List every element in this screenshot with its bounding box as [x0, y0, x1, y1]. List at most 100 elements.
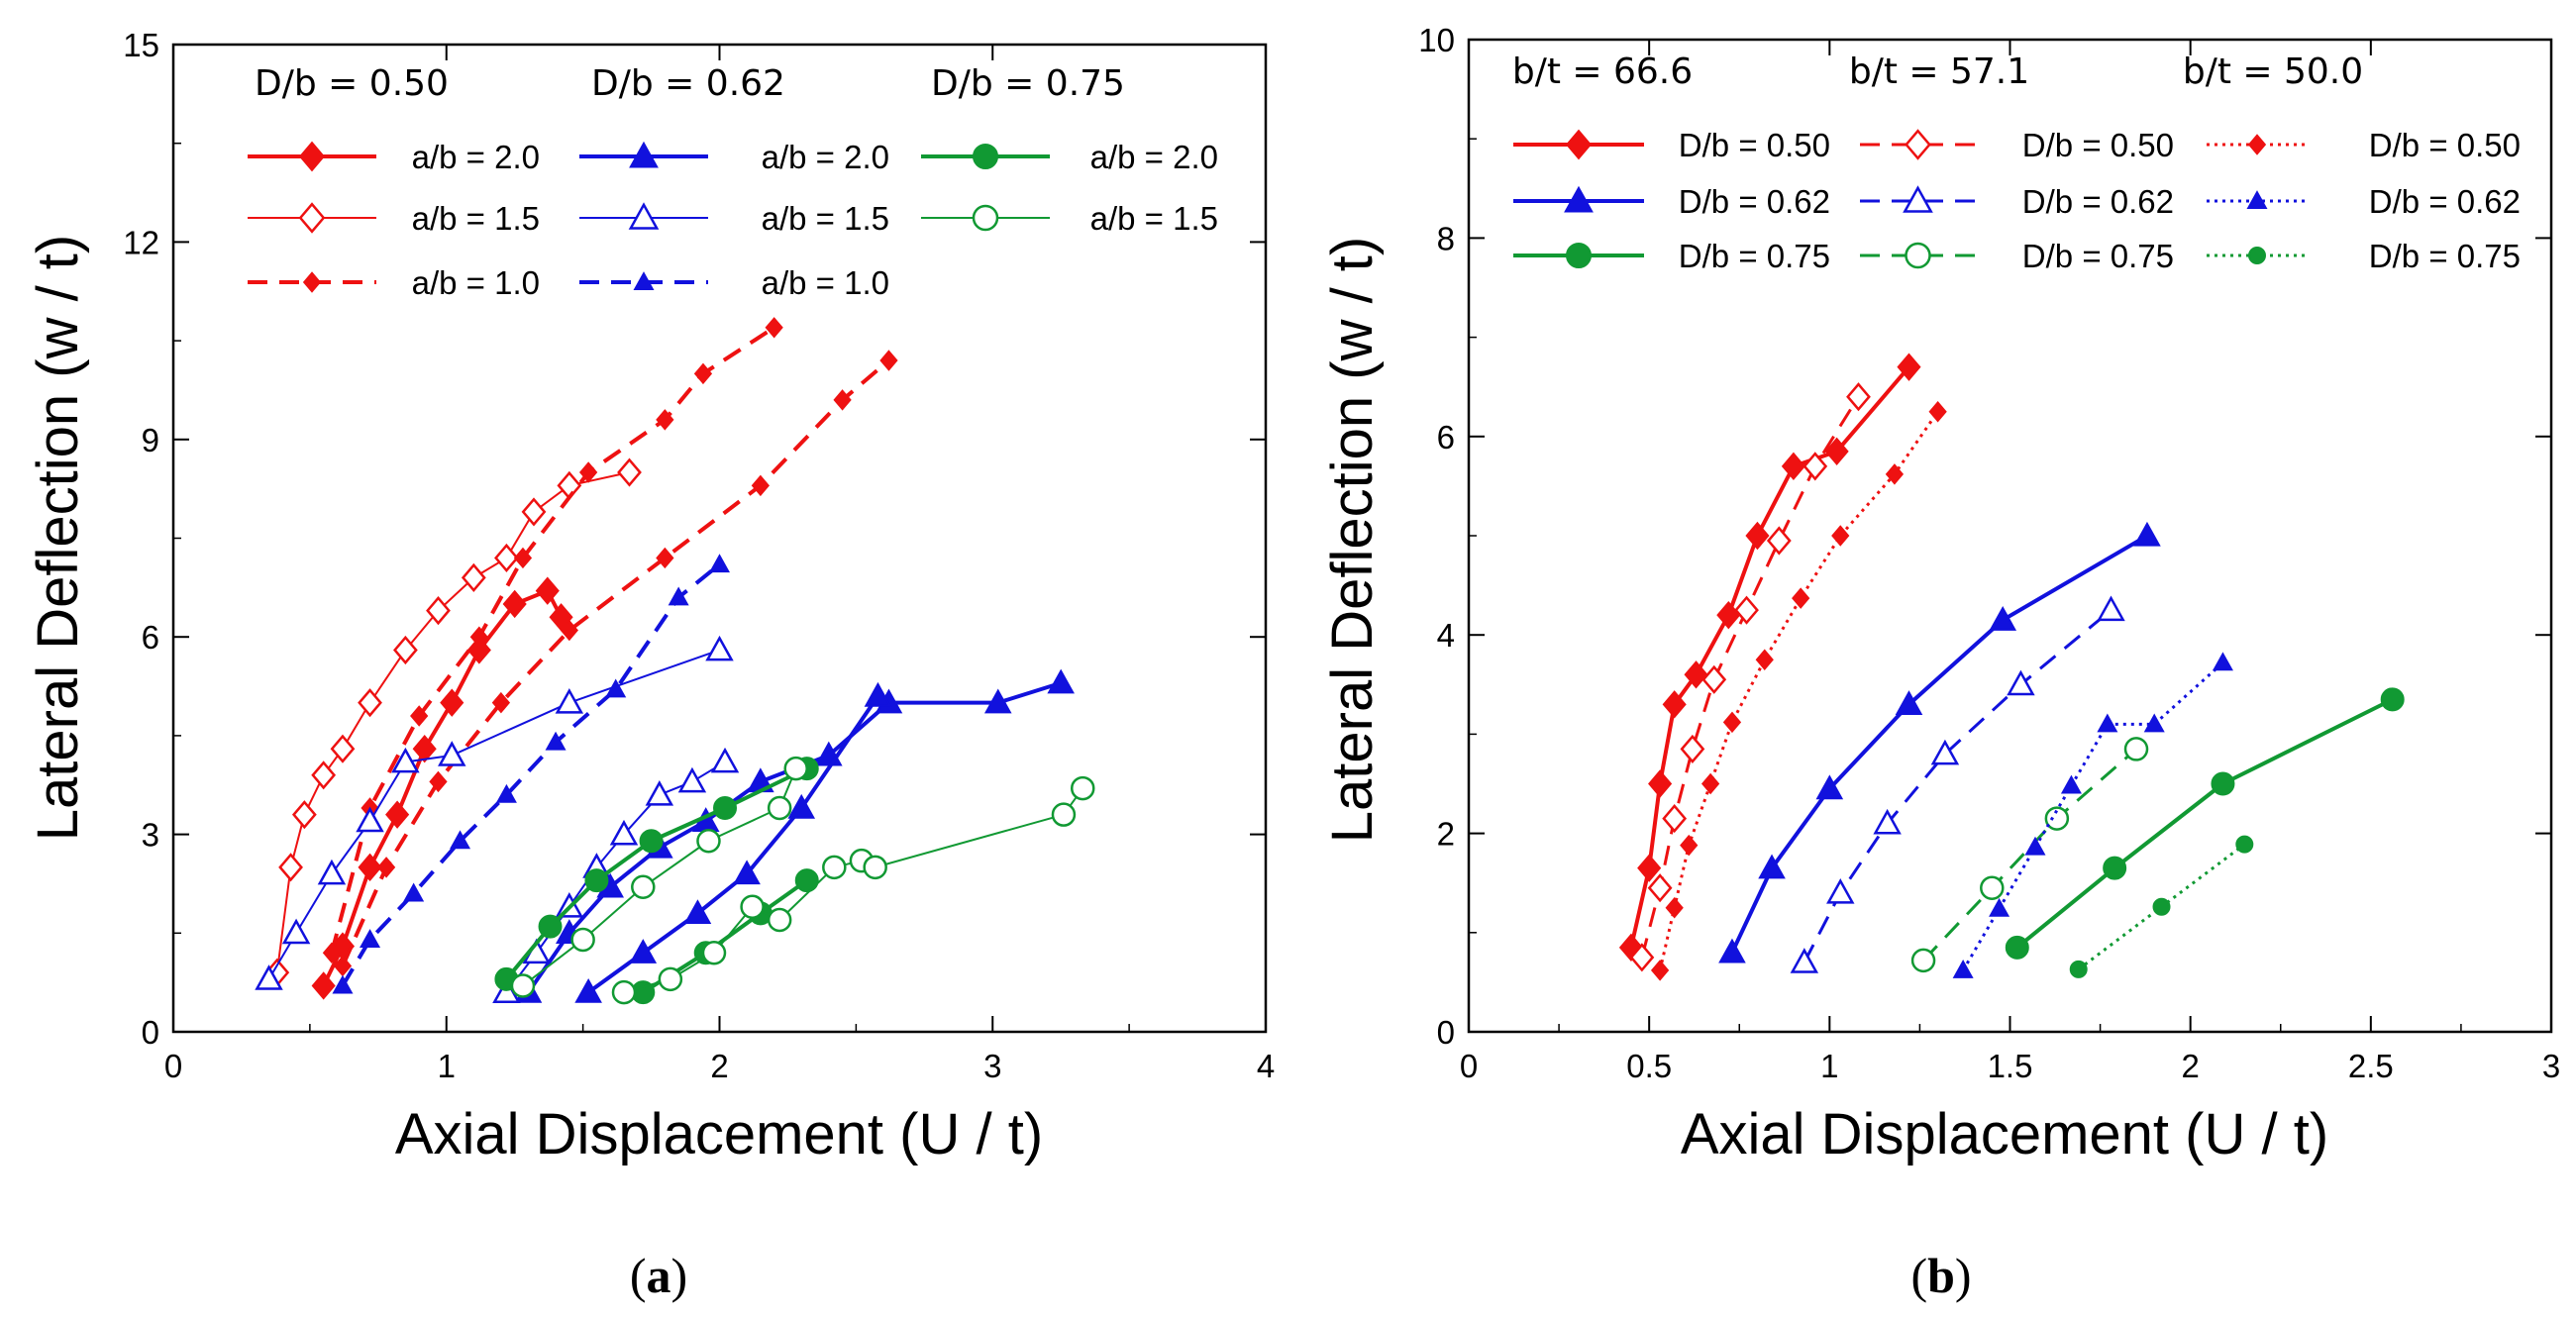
- y-tick-label: 9: [142, 422, 159, 458]
- data-point: [579, 461, 598, 483]
- legend-label: D/b = 0.62: [2369, 183, 2521, 220]
- chart-b-ticks: 0 0.5 1 1.5 2 2.5 3 0 2 4 6 8 10: [1418, 22, 2560, 1084]
- legend-header: D/b = 0.75: [931, 63, 1125, 104]
- data-point: [696, 828, 721, 854]
- data-point: [2060, 774, 2082, 794]
- data-point: [1647, 873, 1673, 903]
- legend-label: a/b = 1.0: [412, 264, 540, 301]
- x-tick-label: 1: [1820, 1048, 1838, 1084]
- series-line: [2015, 697, 2394, 950]
- legend-marker: [629, 141, 659, 168]
- data-point: [376, 857, 396, 878]
- series-line: [1921, 748, 2138, 962]
- series-line: [1730, 534, 2148, 954]
- data-point: [605, 678, 627, 698]
- x-tick-label: 0.5: [1626, 1048, 1672, 1084]
- data-point: [783, 756, 808, 781]
- x-tick-label: 0: [164, 1048, 182, 1084]
- data-point: [609, 819, 639, 846]
- legend-marker: [1565, 129, 1593, 160]
- data-point: [461, 562, 486, 592]
- legend-label: a/b = 1.0: [762, 264, 889, 301]
- data-point: [332, 974, 354, 994]
- y-tick-label: 10: [1418, 22, 1455, 58]
- data-point: [701, 940, 727, 965]
- data-point: [410, 705, 429, 727]
- data-point: [450, 830, 471, 850]
- legend-label: D/b = 0.75: [2369, 238, 2521, 274]
- legend-marker: [2246, 190, 2268, 210]
- legend-marker: [1905, 242, 1931, 269]
- data-point: [1047, 668, 1075, 694]
- data-point: [1885, 463, 1905, 485]
- legend-marker: [2248, 247, 2266, 264]
- data-point: [429, 770, 448, 793]
- y-tick-label: 2: [1437, 816, 1455, 853]
- data-point: [1734, 595, 1759, 625]
- data-point: [668, 586, 689, 606]
- data-point: [767, 907, 792, 933]
- data-point: [2212, 652, 2233, 671]
- data-point: [555, 687, 584, 714]
- x-tick-label: 3: [2542, 1048, 2560, 1084]
- chart-a-series: [255, 317, 1095, 1005]
- legend-marker: [298, 141, 326, 172]
- series-D-b-0-75-a-b-1-5-series-2-: [611, 775, 1095, 1005]
- data-point: [658, 966, 683, 992]
- legend-label: D/b = 0.75: [2022, 238, 2174, 274]
- legend-label: D/b = 0.62: [1679, 183, 1830, 220]
- legend-label: a/b = 1.5: [1090, 200, 1218, 237]
- chart-a-y-axis-title: Lateral Deflection (w / t): [26, 235, 90, 841]
- data-point: [1662, 803, 1688, 834]
- data-point: [1824, 437, 1849, 466]
- chart-a-caption-letter: a: [647, 1248, 671, 1303]
- data-point: [709, 554, 730, 573]
- data-point: [495, 783, 517, 803]
- data-point: [1989, 897, 2010, 917]
- series-D-b-0-50-a-b-1-0-series-2-: [333, 350, 898, 977]
- data-point: [1755, 649, 1774, 670]
- legend-marker: [1564, 185, 1594, 213]
- data-point: [570, 927, 595, 953]
- data-point: [879, 350, 898, 371]
- legend-marker: [628, 202, 660, 230]
- data-point: [1618, 933, 1644, 963]
- series-D-b-0-50-a-b-2-0: [311, 576, 573, 1000]
- data-point: [863, 855, 887, 880]
- data-point: [2005, 935, 2029, 960]
- data-point: [356, 806, 384, 833]
- data-point: [656, 409, 674, 431]
- data-point: [1716, 600, 1741, 630]
- y-tick-label: 3: [142, 817, 159, 854]
- data-point: [1070, 775, 1095, 801]
- chart-b-x-axis-title: Axial Displacement (U / t): [1681, 1102, 2328, 1166]
- data-point: [440, 688, 464, 717]
- data-point: [1758, 854, 1786, 879]
- data-point: [2097, 713, 2118, 733]
- data-point: [787, 793, 816, 819]
- series-line: [341, 358, 890, 967]
- series-D-b-0-62-a-b-1-5-series-2-: [492, 747, 740, 1004]
- series-D-b-0-62-a-b-2-0-series-2-: [574, 681, 892, 1003]
- y-tick-label: 0: [1437, 1014, 1455, 1051]
- data-point: [392, 635, 418, 665]
- x-tick-label: 3: [983, 1048, 1001, 1084]
- data-point: [1815, 774, 1844, 800]
- series-D-b-0-62-a-b-1-5: [255, 635, 734, 990]
- data-point: [513, 547, 533, 569]
- data-point: [491, 691, 511, 714]
- data-point: [705, 635, 734, 661]
- data-point: [751, 474, 770, 497]
- data-point: [631, 874, 656, 900]
- data-point: [2024, 836, 2046, 856]
- data-point: [360, 929, 381, 948]
- series-line: [321, 588, 564, 987]
- data-point: [311, 971, 336, 1000]
- data-point: [740, 894, 765, 919]
- x-tick-label: 2: [710, 1048, 728, 1084]
- series-line: [267, 649, 720, 980]
- data-point: [391, 747, 420, 773]
- legend-header: D/b = 0.50: [255, 63, 449, 104]
